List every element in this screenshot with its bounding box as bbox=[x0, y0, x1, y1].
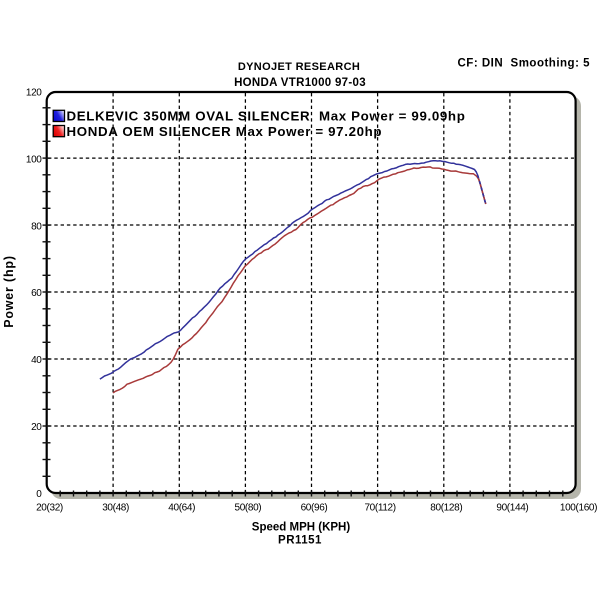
svg-text:HONDA VTR1000 97-03: HONDA VTR1000 97-03 bbox=[234, 77, 366, 89]
svg-text:70(112): 70(112) bbox=[364, 503, 395, 514]
svg-text:HONDA OEM SILENCER Max Power =: HONDA OEM SILENCER Max Power = 97.20hp bbox=[67, 124, 383, 139]
svg-text:100(160): 100(160) bbox=[560, 503, 597, 514]
svg-text:90(144): 90(144) bbox=[496, 503, 528, 514]
svg-text:30(48): 30(48) bbox=[102, 503, 129, 514]
svg-text:Speed MPH (KPH): Speed MPH (KPH) bbox=[252, 522, 351, 534]
svg-text:60: 60 bbox=[31, 288, 42, 299]
svg-text:Power (hp): Power (hp) bbox=[2, 255, 16, 328]
svg-text:100: 100 bbox=[26, 154, 42, 165]
svg-text:0: 0 bbox=[36, 489, 42, 500]
svg-text:80(128): 80(128) bbox=[430, 503, 462, 514]
svg-text:DELKEVIC 350MM OVAL SILENCER: DELKEVIC 350MM OVAL SILENCER Max Power =… bbox=[67, 109, 466, 124]
svg-text:120: 120 bbox=[26, 87, 42, 98]
svg-text:40: 40 bbox=[31, 355, 42, 366]
svg-text:40(64): 40(64) bbox=[168, 503, 195, 514]
svg-text:60(96): 60(96) bbox=[301, 503, 328, 514]
svg-text:CF: DIN Smoothing: 5: CF: DIN Smoothing: 5 bbox=[457, 58, 590, 70]
svg-text:20: 20 bbox=[31, 422, 42, 433]
svg-text:20(32): 20(32) bbox=[36, 503, 63, 514]
svg-text:DYNOJET RESEARCH: DYNOJET RESEARCH bbox=[238, 61, 360, 73]
svg-text:50(80): 50(80) bbox=[234, 503, 261, 514]
svg-text:80: 80 bbox=[31, 221, 42, 232]
svg-text:PR1151: PR1151 bbox=[278, 535, 322, 547]
